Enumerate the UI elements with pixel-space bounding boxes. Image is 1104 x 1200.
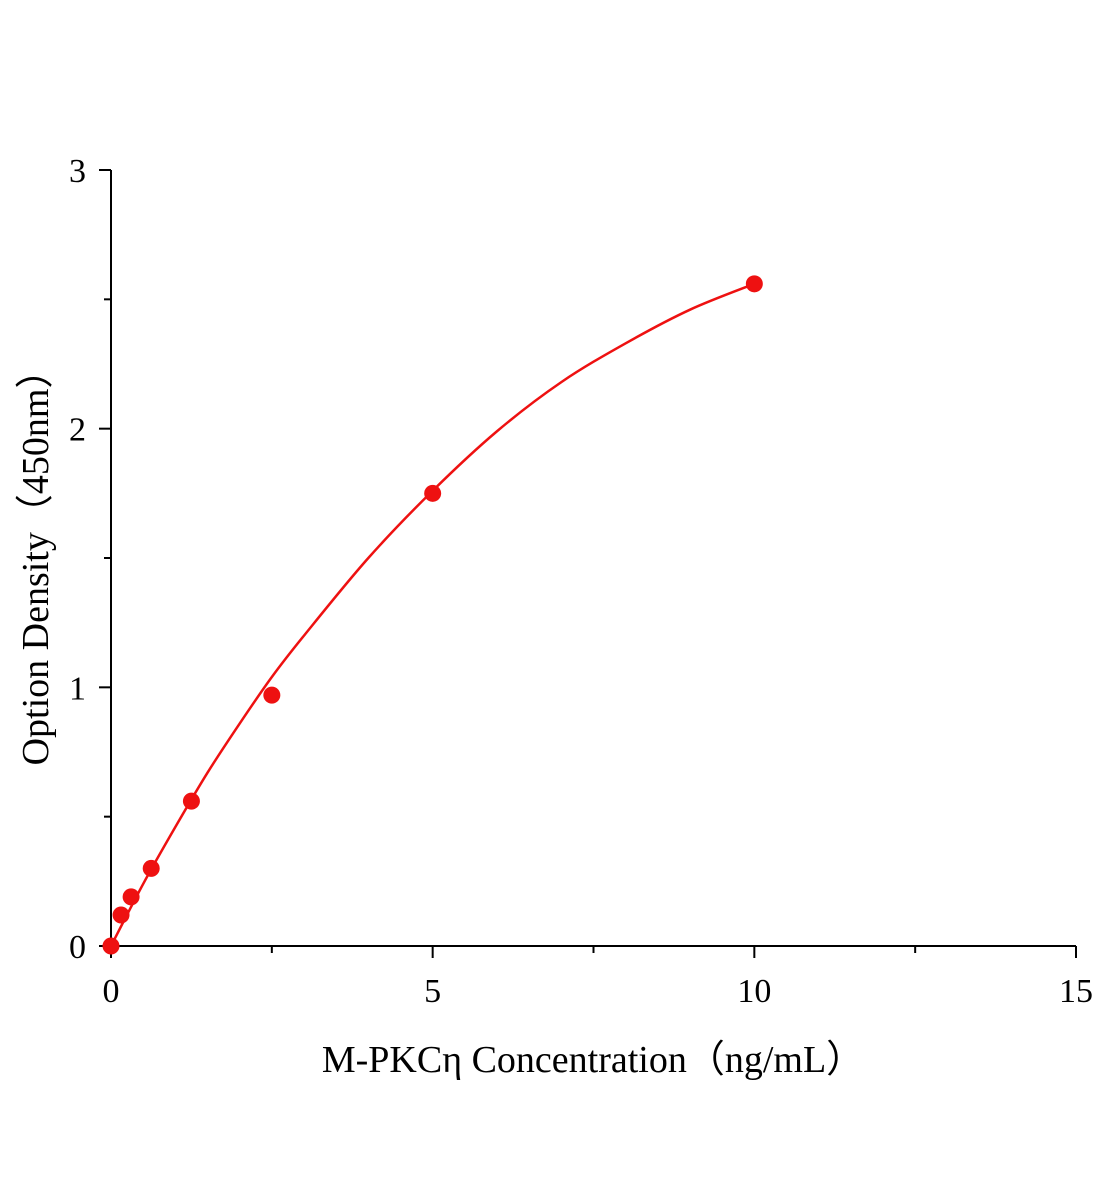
x-tick-label: 0: [103, 973, 120, 1010]
x-tick-label: 15: [1059, 973, 1093, 1010]
y-tick-label: 0: [69, 929, 86, 966]
y-tick-label: 1: [69, 670, 86, 707]
x-tick-label: 5: [424, 973, 441, 1010]
y-tick-label: 2: [69, 412, 86, 449]
data-point: [424, 484, 442, 502]
fit-curve: [109, 282, 755, 947]
data-point: [182, 792, 200, 810]
data-point: [102, 937, 120, 955]
data-point: [122, 888, 140, 906]
y-axis-label: Option Density（450nm）: [15, 351, 57, 766]
data-point: [142, 859, 160, 877]
x-axis-label: M-PKCη Concentration（ng/mL）: [322, 1039, 864, 1081]
data-point: [263, 686, 281, 704]
data-point: [112, 906, 130, 924]
x-tick-label: 10: [737, 973, 771, 1010]
data-point: [745, 275, 763, 293]
y-tick-label: 3: [69, 153, 86, 190]
